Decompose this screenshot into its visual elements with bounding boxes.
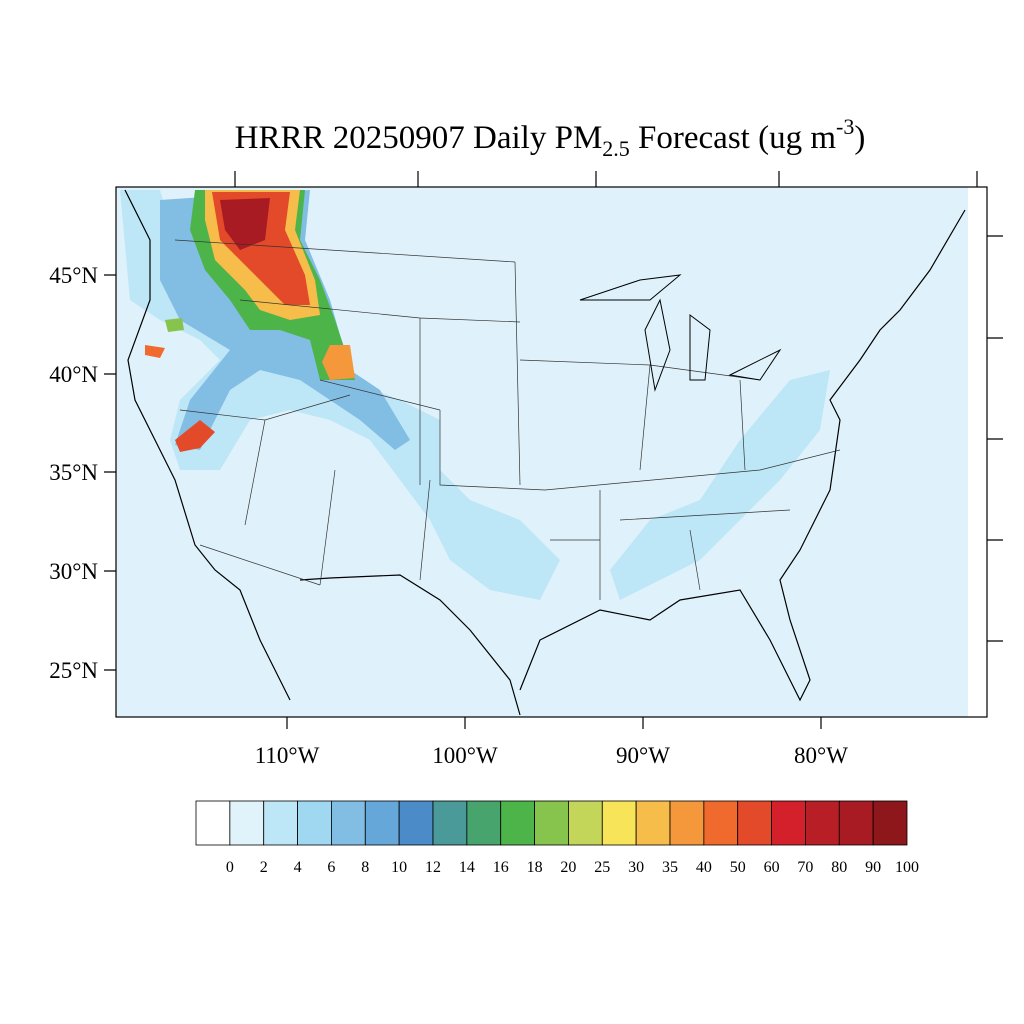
lat-label: 35°N	[49, 460, 98, 485]
lon-label: 80°W	[794, 743, 848, 768]
colorbar-box	[331, 800, 366, 846]
colorbar: 0 2 4 6 8 10 12 14 16 18 20 25 30 35 40 50 60 70 80 90 100	[195, 800, 919, 876]
smoke-severe	[175, 420, 215, 452]
colorbar-box	[568, 800, 603, 846]
colorbar-box	[195, 800, 231, 846]
lat-label: 40°N	[49, 362, 98, 387]
smoke-extreme	[220, 198, 270, 250]
colorbar-label: 70	[797, 859, 813, 876]
coastline	[124, 189, 966, 716]
colorbar-box	[466, 800, 502, 846]
smoke-severe	[145, 345, 165, 358]
colorbar-box	[635, 800, 671, 846]
lat-label: 25°N	[49, 658, 98, 683]
colorbar-box	[263, 800, 298, 846]
colorbar-box	[229, 800, 265, 846]
colorbar-label: 50	[730, 859, 746, 876]
colorbar-label: 80	[831, 859, 847, 876]
colorbar-box	[398, 800, 434, 846]
colorbar-label: 40	[696, 859, 712, 876]
smoke-very-high	[322, 345, 355, 380]
colorbar-label: 8	[361, 859, 369, 876]
map-area	[116, 187, 987, 717]
graticule-ticks	[104, 171, 1003, 729]
colorbar-label: 4	[294, 859, 302, 876]
colorbar-label: 16	[493, 859, 509, 876]
colorbar-label: 60	[764, 859, 780, 876]
colorbar-box	[737, 800, 772, 846]
lon-label: 90°W	[616, 743, 670, 768]
axis-labels: 45°N 40°N 35°N 30°N 25°N 110°W 100°W 90°W 80°W	[49, 263, 848, 768]
colorbar-label: 14	[459, 859, 475, 876]
colorbar-label: 25	[594, 859, 610, 876]
colorbar-box	[703, 800, 739, 846]
colorbar-label: 30	[628, 859, 644, 876]
colorbar-box	[297, 800, 332, 846]
colorbar-box	[771, 800, 806, 846]
title-main: HRRR 20250907 Daily PM	[235, 120, 603, 156]
colorbar-box	[500, 800, 535, 846]
state-borders	[174, 239, 841, 600]
lat-label: 30°N	[49, 559, 98, 584]
colorbar-box	[669, 800, 705, 846]
colorbar-box	[601, 800, 637, 846]
map-title: HRRR 20250907 Daily PM2.5 Forecast (ug m…	[235, 114, 866, 161]
lat-label: 45°N	[49, 263, 98, 288]
smoke-light	[610, 370, 830, 600]
colorbar-label: 2	[260, 859, 268, 876]
colorbar-box	[534, 800, 569, 846]
colorbar-box	[364, 800, 400, 846]
colorbar-label: 100	[895, 859, 919, 876]
title-superscript: -3	[836, 114, 854, 139]
colorbar-box	[432, 800, 468, 846]
colorbar-box	[805, 800, 840, 846]
colorbar-label: 20	[560, 859, 576, 876]
title-subscript: 2.5	[602, 136, 630, 161]
smoke-high	[165, 318, 184, 332]
lon-label: 100°W	[432, 743, 498, 768]
colorbar-label: 6	[327, 859, 335, 876]
no-data	[968, 187, 987, 717]
great-lakes	[579, 274, 782, 392]
colorbar-label: 0	[226, 859, 234, 876]
title-middle: Forecast (ug m	[630, 120, 837, 156]
colorbar-label: 18	[527, 859, 543, 876]
colorbar-label: 90	[865, 859, 881, 876]
colorbar-label: 12	[425, 859, 441, 876]
colorbar-box	[872, 800, 908, 846]
colorbar-box	[838, 800, 874, 846]
colorbar-label: 35	[662, 859, 678, 876]
lon-label: 110°W	[255, 743, 320, 768]
colorbar-label: 10	[391, 859, 407, 876]
map-frame	[115, 186, 988, 718]
title-end: )	[854, 120, 865, 156]
